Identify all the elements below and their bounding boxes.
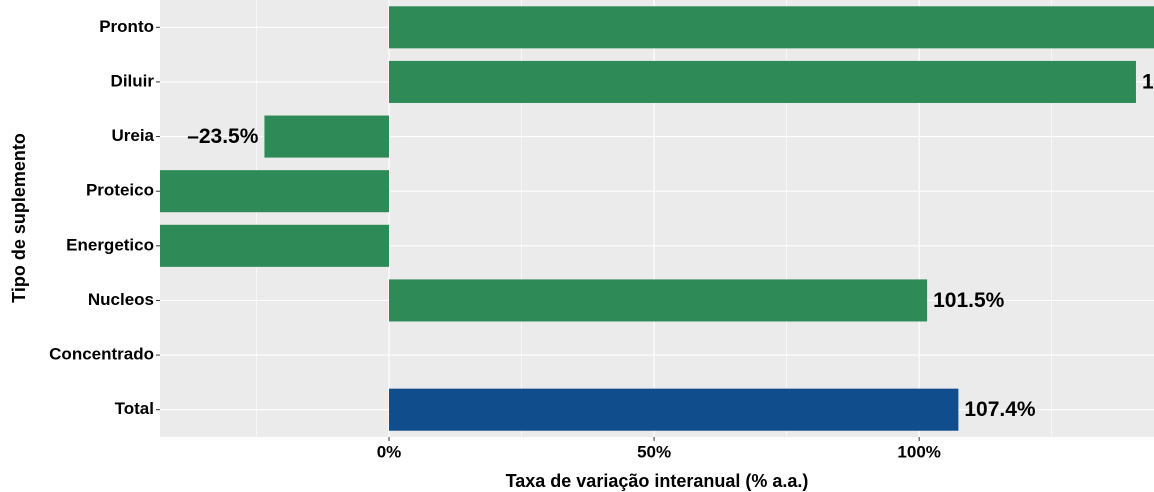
- bar: [160, 224, 390, 267]
- y-tick-label: Ureia: [111, 126, 154, 145]
- y-tick-label: Concentrado: [49, 345, 154, 364]
- y-axis-title: Tipo de suplemento: [9, 133, 29, 303]
- x-axis-title: Taxa de variação interanual (% a.a.): [506, 471, 809, 491]
- x-tick-label: 50%: [637, 442, 671, 461]
- y-tick-label: Nucleos: [88, 290, 154, 309]
- value-label: 140.9%: [1142, 70, 1154, 93]
- bar: [389, 60, 1136, 103]
- y-tick-label: Diluir: [111, 71, 155, 90]
- bar: [389, 6, 1154, 49]
- y-tick-label: Total: [115, 399, 154, 418]
- labels: 0% 50% 100% Pronto Diluir Ureia Proteico Energe…: [49, 17, 1154, 462]
- bar: [160, 170, 390, 213]
- bar: [389, 279, 928, 322]
- x-tick-label: 100%: [897, 442, 940, 461]
- value-label: –23.5%: [187, 125, 259, 148]
- y-tick-label: Pronto: [99, 17, 154, 36]
- bars: [160, 6, 1154, 431]
- value-label: 101.5%: [933, 289, 1005, 312]
- x-tick-label: 0%: [377, 442, 402, 461]
- bar: [389, 388, 959, 431]
- y-tick-label: Proteico: [86, 181, 154, 200]
- y-tick-label: Energetico: [66, 235, 154, 254]
- bar: [264, 115, 390, 158]
- value-label: 107.4%: [964, 398, 1036, 421]
